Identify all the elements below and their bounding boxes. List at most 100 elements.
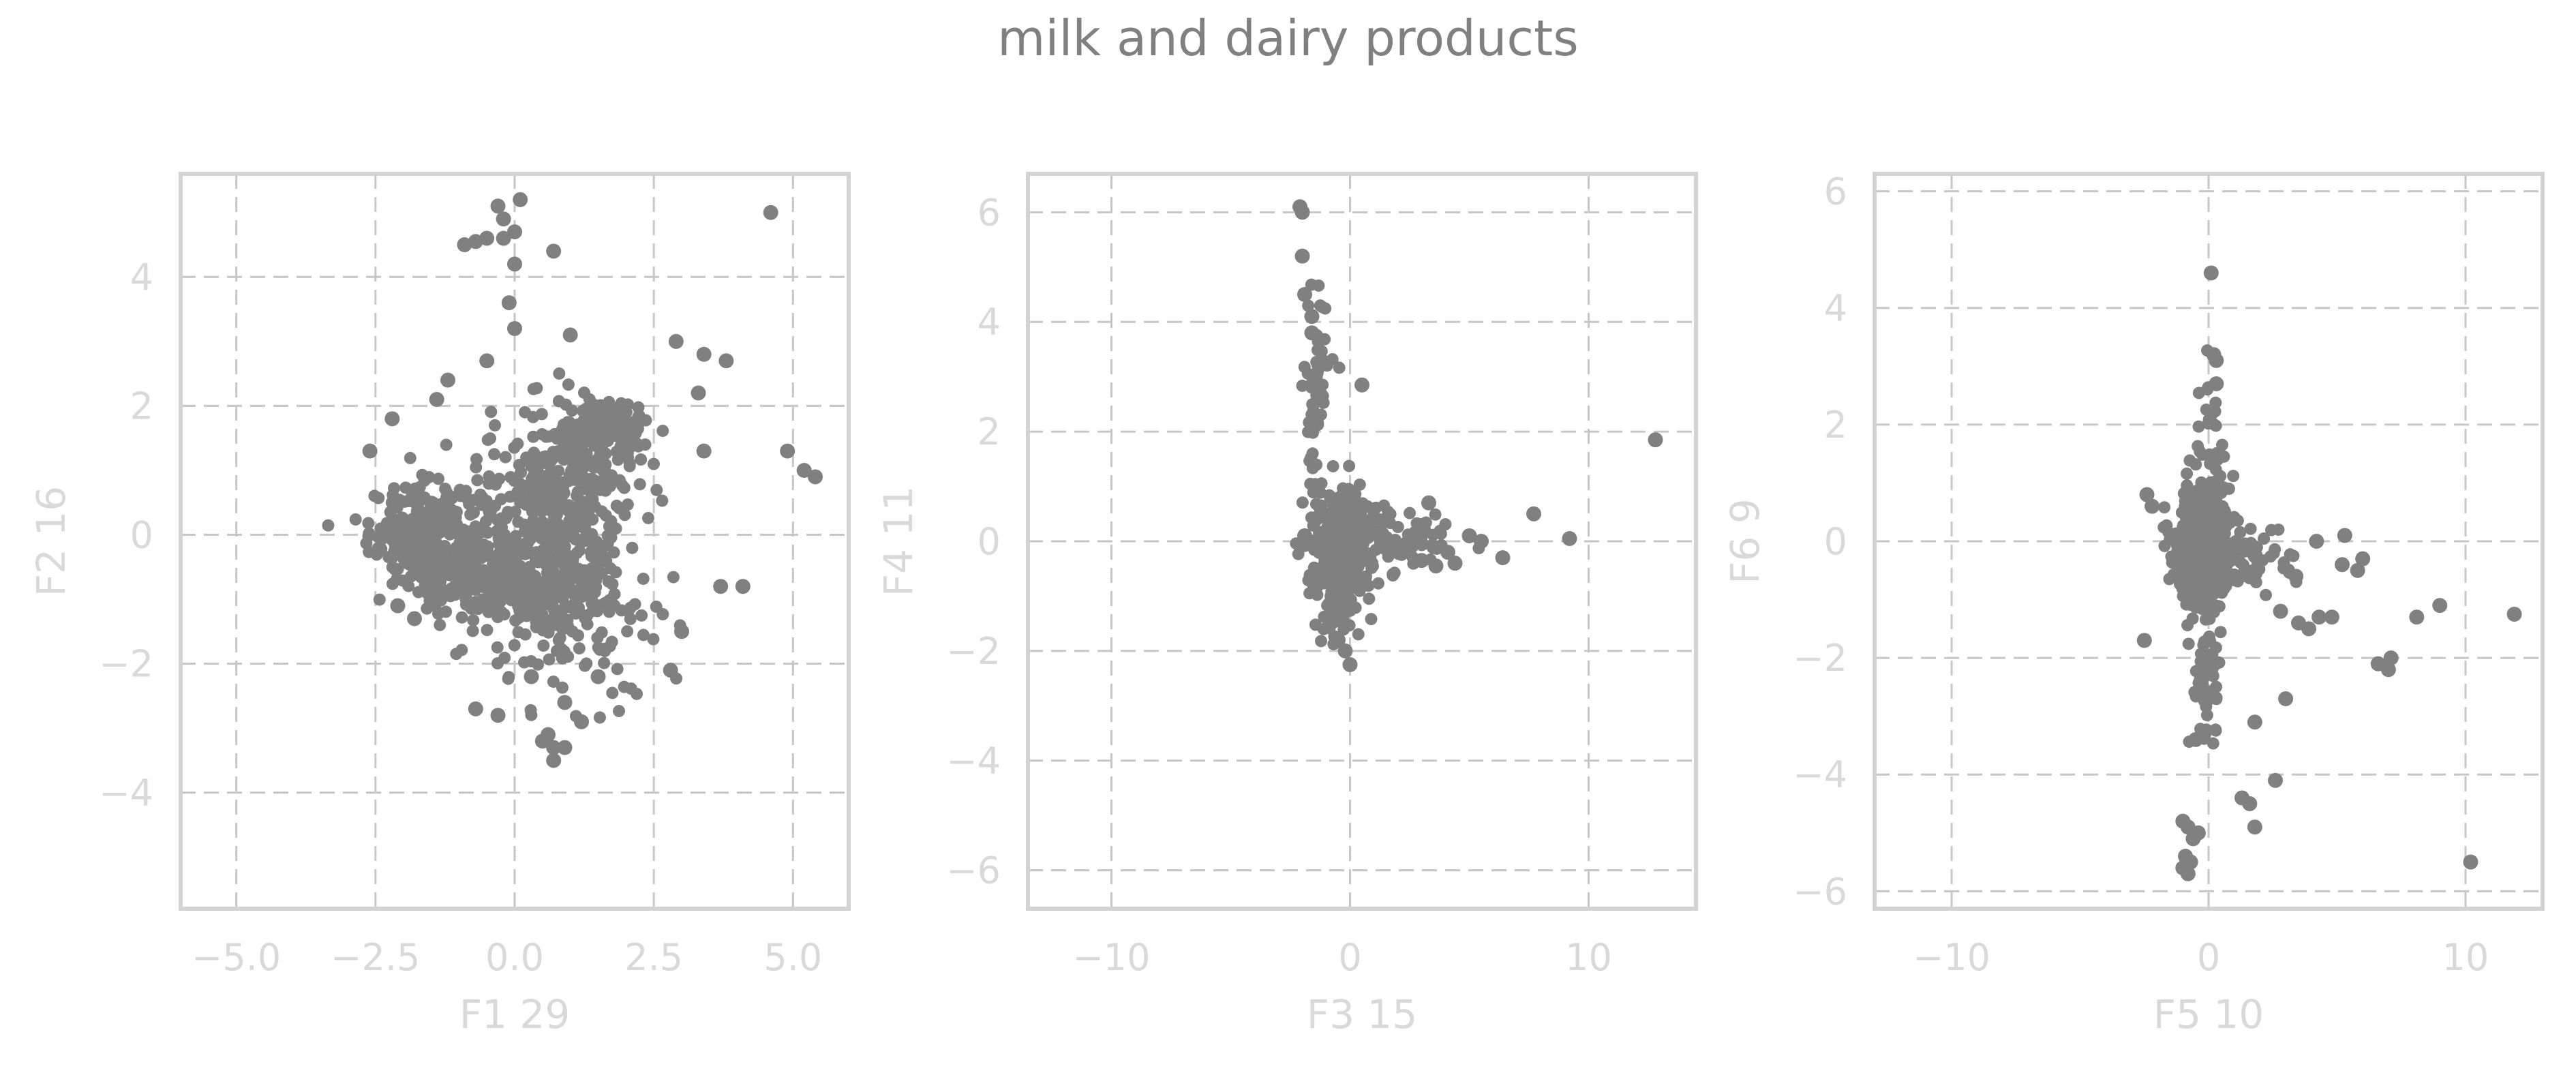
scatter-point xyxy=(476,491,489,504)
scatter-point xyxy=(1414,518,1427,531)
scatter-point xyxy=(1340,507,1353,519)
y-axis-label: F6 9 xyxy=(1722,498,1768,584)
scatter-point xyxy=(1330,507,1343,520)
scatter-point xyxy=(2166,531,2179,544)
scatter-point xyxy=(568,522,581,534)
scatter-point xyxy=(1331,632,1346,648)
scatter-point xyxy=(479,515,492,528)
scatter-point xyxy=(468,234,483,250)
scatter-point xyxy=(2177,519,2189,532)
scatter-point xyxy=(434,618,446,631)
scatter-point xyxy=(491,641,504,654)
scatter-point xyxy=(496,211,511,227)
scatter-point xyxy=(2197,486,2210,499)
scatter-point xyxy=(515,466,528,479)
scatter-point xyxy=(2188,731,2204,747)
scatter-point xyxy=(502,671,515,684)
scatter-point xyxy=(1354,546,1367,559)
scatter-series xyxy=(1290,199,1663,673)
scatter-point xyxy=(436,562,449,575)
scatter-point xyxy=(568,473,581,486)
scatter-point xyxy=(1474,534,1489,549)
scatter-point xyxy=(600,539,613,551)
scatter-point xyxy=(2214,470,2227,483)
scatter-point xyxy=(1302,299,1315,312)
scatter-point xyxy=(531,486,544,499)
scatter-point xyxy=(1329,519,1342,532)
scatter-point xyxy=(2182,585,2195,598)
scatter-point xyxy=(362,530,375,543)
scatter-point xyxy=(562,499,575,512)
scatter-point xyxy=(2249,576,2262,589)
scatter-point xyxy=(598,656,611,669)
scatter-point xyxy=(656,494,669,507)
x-tick-label: 0 xyxy=(1338,936,1361,979)
scatter-point xyxy=(450,577,463,590)
scatter-point xyxy=(349,513,362,526)
scatter-point xyxy=(508,441,521,454)
scatter-point xyxy=(621,447,634,459)
scatter-point xyxy=(488,584,501,596)
scatter-point xyxy=(1374,525,1387,538)
scatter-point xyxy=(496,521,509,534)
scatter-point xyxy=(2207,737,2219,750)
scatter-point xyxy=(388,482,401,495)
scatter-point xyxy=(1292,547,1305,560)
scatter-point xyxy=(2209,724,2222,737)
scatter-point xyxy=(556,643,569,656)
y-tick-label: 4 xyxy=(1824,287,1847,330)
scatter-point xyxy=(2192,520,2204,533)
scatter-point xyxy=(2277,556,2290,569)
y-tick-label: 0 xyxy=(1824,520,1847,563)
scatter-point xyxy=(2183,454,2196,467)
scatter-point xyxy=(606,524,619,536)
scatter-point xyxy=(504,470,517,483)
scatter-point xyxy=(1305,451,1318,464)
scatter-point xyxy=(2253,562,2266,575)
scatter-point xyxy=(621,498,634,511)
scatter-point xyxy=(450,506,463,519)
x-tick-label: 5.0 xyxy=(763,936,822,979)
scatter-point xyxy=(1307,561,1320,574)
scatter-point xyxy=(603,594,616,607)
scatter-point xyxy=(526,505,539,518)
scatter-point xyxy=(1363,592,1376,605)
scatter-point xyxy=(554,631,566,644)
scatter-point xyxy=(1387,542,1400,555)
scatter-point xyxy=(588,461,601,474)
scatter-point xyxy=(2309,534,2324,549)
scatter-point xyxy=(1337,623,1350,636)
scatter-point xyxy=(735,579,751,594)
scatter-panel-f1-f2: −5.0 −2.5 0.0 2.5 5.0 −4 −2 0 2 4 F1 29 F2 16 xyxy=(28,172,851,1038)
scatter-point xyxy=(2202,630,2215,643)
scatter-point xyxy=(1353,478,1366,491)
scatter-point xyxy=(595,401,608,414)
scatter-point xyxy=(1434,524,1446,537)
scatter-point xyxy=(1648,432,1663,448)
scatter-point xyxy=(436,584,449,597)
scatter-point xyxy=(526,526,539,539)
scatter-point xyxy=(514,560,527,573)
scatter-point xyxy=(2197,509,2210,522)
scatter-point xyxy=(1309,618,1322,631)
y-tick-label: 2 xyxy=(1824,404,1847,447)
scatter-point xyxy=(2160,519,2173,532)
scatter-point xyxy=(546,753,562,768)
scatter-point xyxy=(1399,536,1412,549)
scatter-point xyxy=(1294,205,1310,220)
scatter-point xyxy=(2506,606,2522,622)
scatter-point xyxy=(2139,487,2155,502)
scatter-point xyxy=(525,708,538,721)
scatter-point xyxy=(498,554,511,567)
scatter-point xyxy=(513,192,528,207)
scatter-point xyxy=(518,656,531,669)
scatter-point xyxy=(442,521,455,534)
scatter-point xyxy=(500,536,513,549)
scatter-point xyxy=(556,423,569,436)
scatter-point xyxy=(2194,445,2207,458)
scatter-point xyxy=(1350,575,1363,588)
scatter-point xyxy=(553,367,566,380)
scatter-point xyxy=(515,592,528,605)
y-tick-label: 4 xyxy=(978,301,1001,344)
scatter-point xyxy=(2215,547,2228,560)
